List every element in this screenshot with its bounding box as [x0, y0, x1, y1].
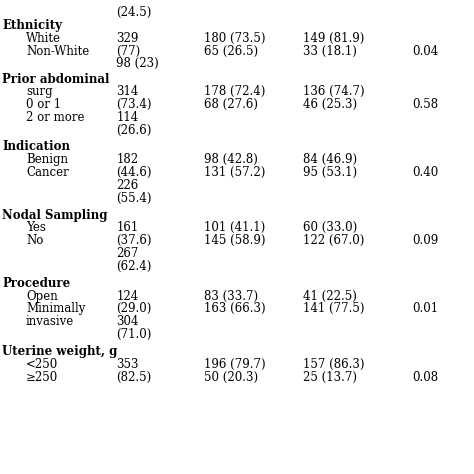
Text: 182: 182: [116, 153, 138, 166]
Text: 68 (27.6): 68 (27.6): [204, 98, 258, 111]
Text: 163 (66.3): 163 (66.3): [204, 302, 265, 315]
Text: 314: 314: [116, 85, 138, 98]
Text: 0.01: 0.01: [412, 302, 438, 315]
Text: 0 or 1: 0 or 1: [26, 98, 61, 111]
Text: Indication: Indication: [2, 140, 70, 153]
Text: (26.6): (26.6): [116, 124, 152, 137]
Text: 304: 304: [116, 315, 138, 328]
Text: 161: 161: [116, 221, 138, 234]
Text: Minimally: Minimally: [26, 302, 85, 315]
Text: (71.0): (71.0): [116, 328, 152, 341]
Text: (37.6): (37.6): [116, 234, 152, 247]
Text: 329: 329: [116, 32, 138, 45]
Text: 0.04: 0.04: [412, 45, 438, 57]
Text: 149 (81.9): 149 (81.9): [303, 32, 365, 45]
Text: 114: 114: [116, 111, 138, 124]
Text: 0.40: 0.40: [412, 166, 438, 179]
Text: 25 (13.7): 25 (13.7): [303, 371, 357, 383]
Text: Uterine weight, g: Uterine weight, g: [2, 345, 118, 358]
Text: 145 (58.9): 145 (58.9): [204, 234, 265, 247]
Text: (73.4): (73.4): [116, 98, 152, 111]
Text: 95 (53.1): 95 (53.1): [303, 166, 357, 179]
Text: Nodal Sampling: Nodal Sampling: [2, 209, 108, 221]
Text: (77): (77): [116, 45, 140, 57]
Text: (82.5): (82.5): [116, 371, 151, 383]
Text: 131 (57.2): 131 (57.2): [204, 166, 265, 179]
Text: 33 (18.1): 33 (18.1): [303, 45, 357, 57]
Text: 46 (25.3): 46 (25.3): [303, 98, 357, 111]
Text: 196 (79.7): 196 (79.7): [204, 358, 265, 371]
Text: 0.09: 0.09: [412, 234, 438, 247]
Text: 157 (86.3): 157 (86.3): [303, 358, 365, 371]
Text: 136 (74.7): 136 (74.7): [303, 85, 365, 98]
Text: 0.58: 0.58: [412, 98, 438, 111]
Text: invasive: invasive: [26, 315, 74, 328]
Text: (55.4): (55.4): [116, 191, 152, 204]
Text: (29.0): (29.0): [116, 302, 152, 315]
Text: (24.5): (24.5): [116, 6, 152, 18]
Text: 84 (46.9): 84 (46.9): [303, 153, 357, 166]
Text: 122 (67.0): 122 (67.0): [303, 234, 365, 247]
Text: <250: <250: [26, 358, 58, 371]
Text: 353: 353: [116, 358, 138, 371]
Text: 267: 267: [116, 247, 138, 260]
Text: Non-White: Non-White: [26, 45, 89, 57]
Text: 124: 124: [116, 290, 138, 302]
Text: 65 (26.5): 65 (26.5): [204, 45, 258, 57]
Text: 141 (77.5): 141 (77.5): [303, 302, 365, 315]
Text: Procedure: Procedure: [2, 277, 71, 290]
Text: White: White: [26, 32, 61, 45]
Text: No: No: [26, 234, 44, 247]
Text: 50 (20.3): 50 (20.3): [204, 371, 258, 383]
Text: Cancer: Cancer: [26, 166, 69, 179]
Text: Ethnicity: Ethnicity: [2, 19, 63, 32]
Text: Yes: Yes: [26, 221, 46, 234]
Text: surg: surg: [26, 85, 53, 98]
Text: 180 (73.5): 180 (73.5): [204, 32, 265, 45]
Text: (44.6): (44.6): [116, 166, 152, 179]
Text: 178 (72.4): 178 (72.4): [204, 85, 265, 98]
Text: 60 (33.0): 60 (33.0): [303, 221, 357, 234]
Text: ≥250: ≥250: [26, 371, 58, 383]
Text: 101 (41.1): 101 (41.1): [204, 221, 265, 234]
Text: Open: Open: [26, 290, 58, 302]
Text: Prior abdominal: Prior abdominal: [2, 73, 110, 85]
Text: (62.4): (62.4): [116, 260, 152, 273]
Text: 98 (42.8): 98 (42.8): [204, 153, 258, 166]
Text: 2 or more: 2 or more: [26, 111, 84, 124]
Text: Benign: Benign: [26, 153, 68, 166]
Text: 226: 226: [116, 179, 138, 191]
Text: 83 (33.7): 83 (33.7): [204, 290, 258, 302]
Text: 0.08: 0.08: [412, 371, 438, 383]
Text: 41 (22.5): 41 (22.5): [303, 290, 357, 302]
Text: 98 (23): 98 (23): [116, 57, 159, 70]
